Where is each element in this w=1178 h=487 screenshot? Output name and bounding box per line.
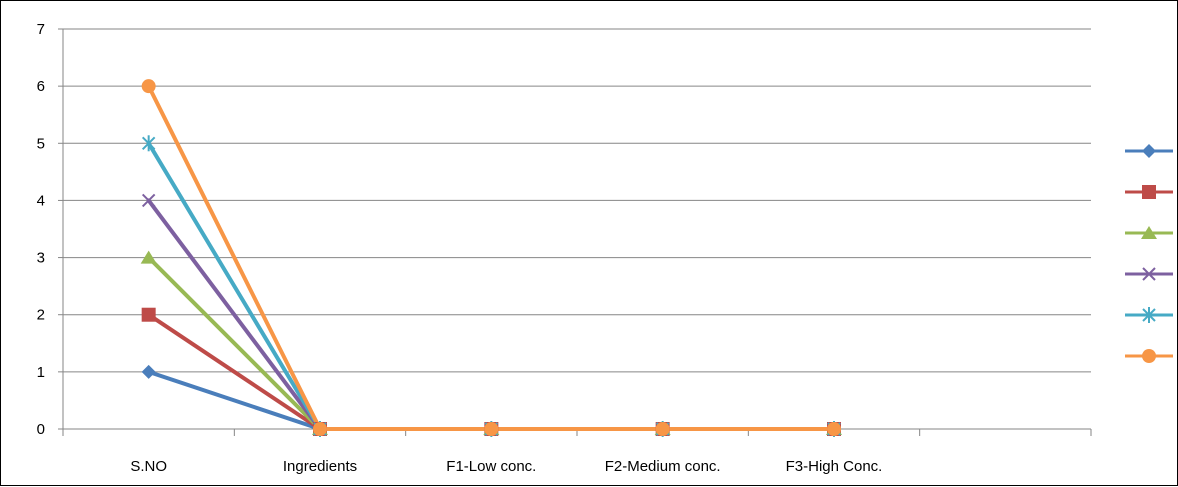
marker-shape — [141, 79, 156, 94]
legend-marker — [1142, 307, 1156, 323]
data-point — [141, 364, 156, 379]
legend-entry — [1125, 185, 1173, 199]
x-tick-label: S.NO — [130, 458, 167, 475]
marker-shape — [1142, 144, 1156, 158]
legend-marker — [1142, 267, 1156, 281]
marker-shape — [1142, 267, 1156, 281]
marker-shape — [655, 422, 670, 436]
series-line-1 — [146, 369, 836, 431]
series-line-3 — [146, 255, 836, 431]
marker-shape — [313, 422, 327, 436]
data-point — [827, 422, 841, 436]
y-tick-label: 2 — [37, 307, 45, 324]
legend-entry — [1125, 307, 1173, 323]
y-tick-label: 7 — [37, 21, 45, 38]
marker-shape — [141, 364, 156, 379]
series-line-5 — [146, 141, 836, 431]
marker-shape — [140, 250, 157, 264]
legend-entry — [1125, 349, 1173, 363]
data-point — [313, 422, 327, 436]
marker-shape — [1142, 185, 1156, 199]
legend-entry — [1125, 144, 1173, 158]
legend — [1125, 144, 1173, 363]
marker-shape — [484, 422, 499, 436]
legend-marker — [1142, 349, 1156, 363]
y-tick-labels: 0 1 2 3 4 5 6 7 — [37, 21, 45, 438]
x-tick-label: F3-High Conc. — [786, 458, 883, 475]
legend-entry — [1125, 267, 1173, 281]
legend-entry — [1125, 226, 1173, 239]
legend-marker — [1141, 226, 1157, 239]
marker-shape — [1141, 226, 1157, 239]
x-tick-labels: S.NO Ingredients F1-Low conc. F2-Medium con… — [130, 458, 882, 475]
marker-shape — [827, 422, 841, 436]
data-point — [140, 250, 157, 264]
y-tick-label: 5 — [37, 135, 45, 152]
x-tick-label: F1-Low conc. — [446, 458, 536, 475]
marker-shape — [141, 307, 156, 322]
axes — [58, 28, 1092, 436]
data-point — [655, 422, 670, 436]
data-point — [141, 307, 156, 322]
data-point — [141, 79, 156, 94]
data-point — [484, 422, 499, 436]
gridlines — [63, 28, 1091, 373]
y-tick-label: 4 — [37, 192, 45, 209]
y-tick-label: 0 — [37, 421, 45, 438]
data-point — [141, 193, 156, 208]
marker-shape — [1142, 349, 1156, 363]
y-tick-label: 6 — [37, 78, 45, 95]
x-tick-label: Ingredients — [283, 458, 357, 475]
data-point — [141, 135, 156, 152]
x-tick-label: F2-Medium conc. — [605, 458, 721, 475]
y-tick-label: 3 — [37, 250, 45, 267]
series-markers — [140, 79, 842, 437]
y-tick-label: 1 — [37, 364, 45, 381]
legend-marker — [1142, 185, 1156, 199]
legend-marker — [1142, 144, 1156, 158]
marker-shape — [141, 193, 156, 208]
